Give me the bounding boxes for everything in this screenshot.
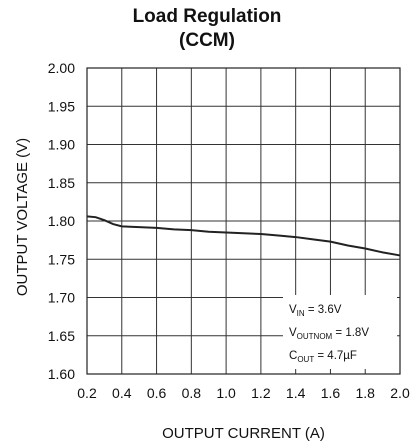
chart-subtitle: (CCM) bbox=[179, 30, 235, 51]
x-tick-label: 1.4 bbox=[286, 385, 306, 401]
y-tick-label: 1.65 bbox=[48, 328, 75, 344]
y-tick-label: 1.75 bbox=[48, 251, 75, 267]
x-tick-label: 1.6 bbox=[321, 385, 341, 401]
x-tick-label: 0.4 bbox=[112, 385, 132, 401]
y-tick-label: 1.60 bbox=[48, 366, 75, 382]
x-tick-label: 1.0 bbox=[216, 385, 236, 401]
plot-area bbox=[86, 67, 401, 375]
annotation-text: COUT = 4.7µF bbox=[289, 350, 357, 364]
x-tick-label: 1.8 bbox=[355, 385, 375, 401]
annotation-text: VIN = 3.6V bbox=[289, 304, 342, 318]
x-tick-label: 2.0 bbox=[390, 385, 410, 401]
y-tick-label: 1.70 bbox=[48, 290, 75, 306]
chart-title: Load Regulation bbox=[132, 6, 282, 27]
annotation-background bbox=[283, 295, 397, 369]
x-tick-label: 1.2 bbox=[251, 385, 271, 401]
x-tick-label: 0.2 bbox=[77, 385, 97, 401]
y-tick-label: 2.00 bbox=[48, 60, 75, 76]
tick-labels: 0.2 0.4 0.6 0.8 1.0 1.2 1.4 1.6 1.8 2.0 2.00 1.95 1.… bbox=[48, 60, 410, 401]
x-tick-label: 0.8 bbox=[182, 385, 202, 401]
y-tick-label: 1.85 bbox=[48, 175, 75, 191]
annotation-text: VOUTNOM = 1.8V bbox=[289, 327, 369, 341]
series-line bbox=[86, 215, 401, 257]
annotation-box: VIN = 3.6V VOUTNOM = 1.8V COUT = 4.7µF bbox=[283, 295, 397, 369]
y-tick-label: 1.90 bbox=[48, 137, 75, 153]
y-tick-label: 1.95 bbox=[48, 98, 75, 114]
x-tick-label: 0.6 bbox=[147, 385, 167, 401]
y-tick-label: 1.80 bbox=[48, 213, 75, 229]
y-axis-label: OUTPUT VOLTAGE (V) bbox=[14, 138, 31, 296]
x-axis-label: OUTPUT CURRENT (A) bbox=[162, 425, 325, 442]
